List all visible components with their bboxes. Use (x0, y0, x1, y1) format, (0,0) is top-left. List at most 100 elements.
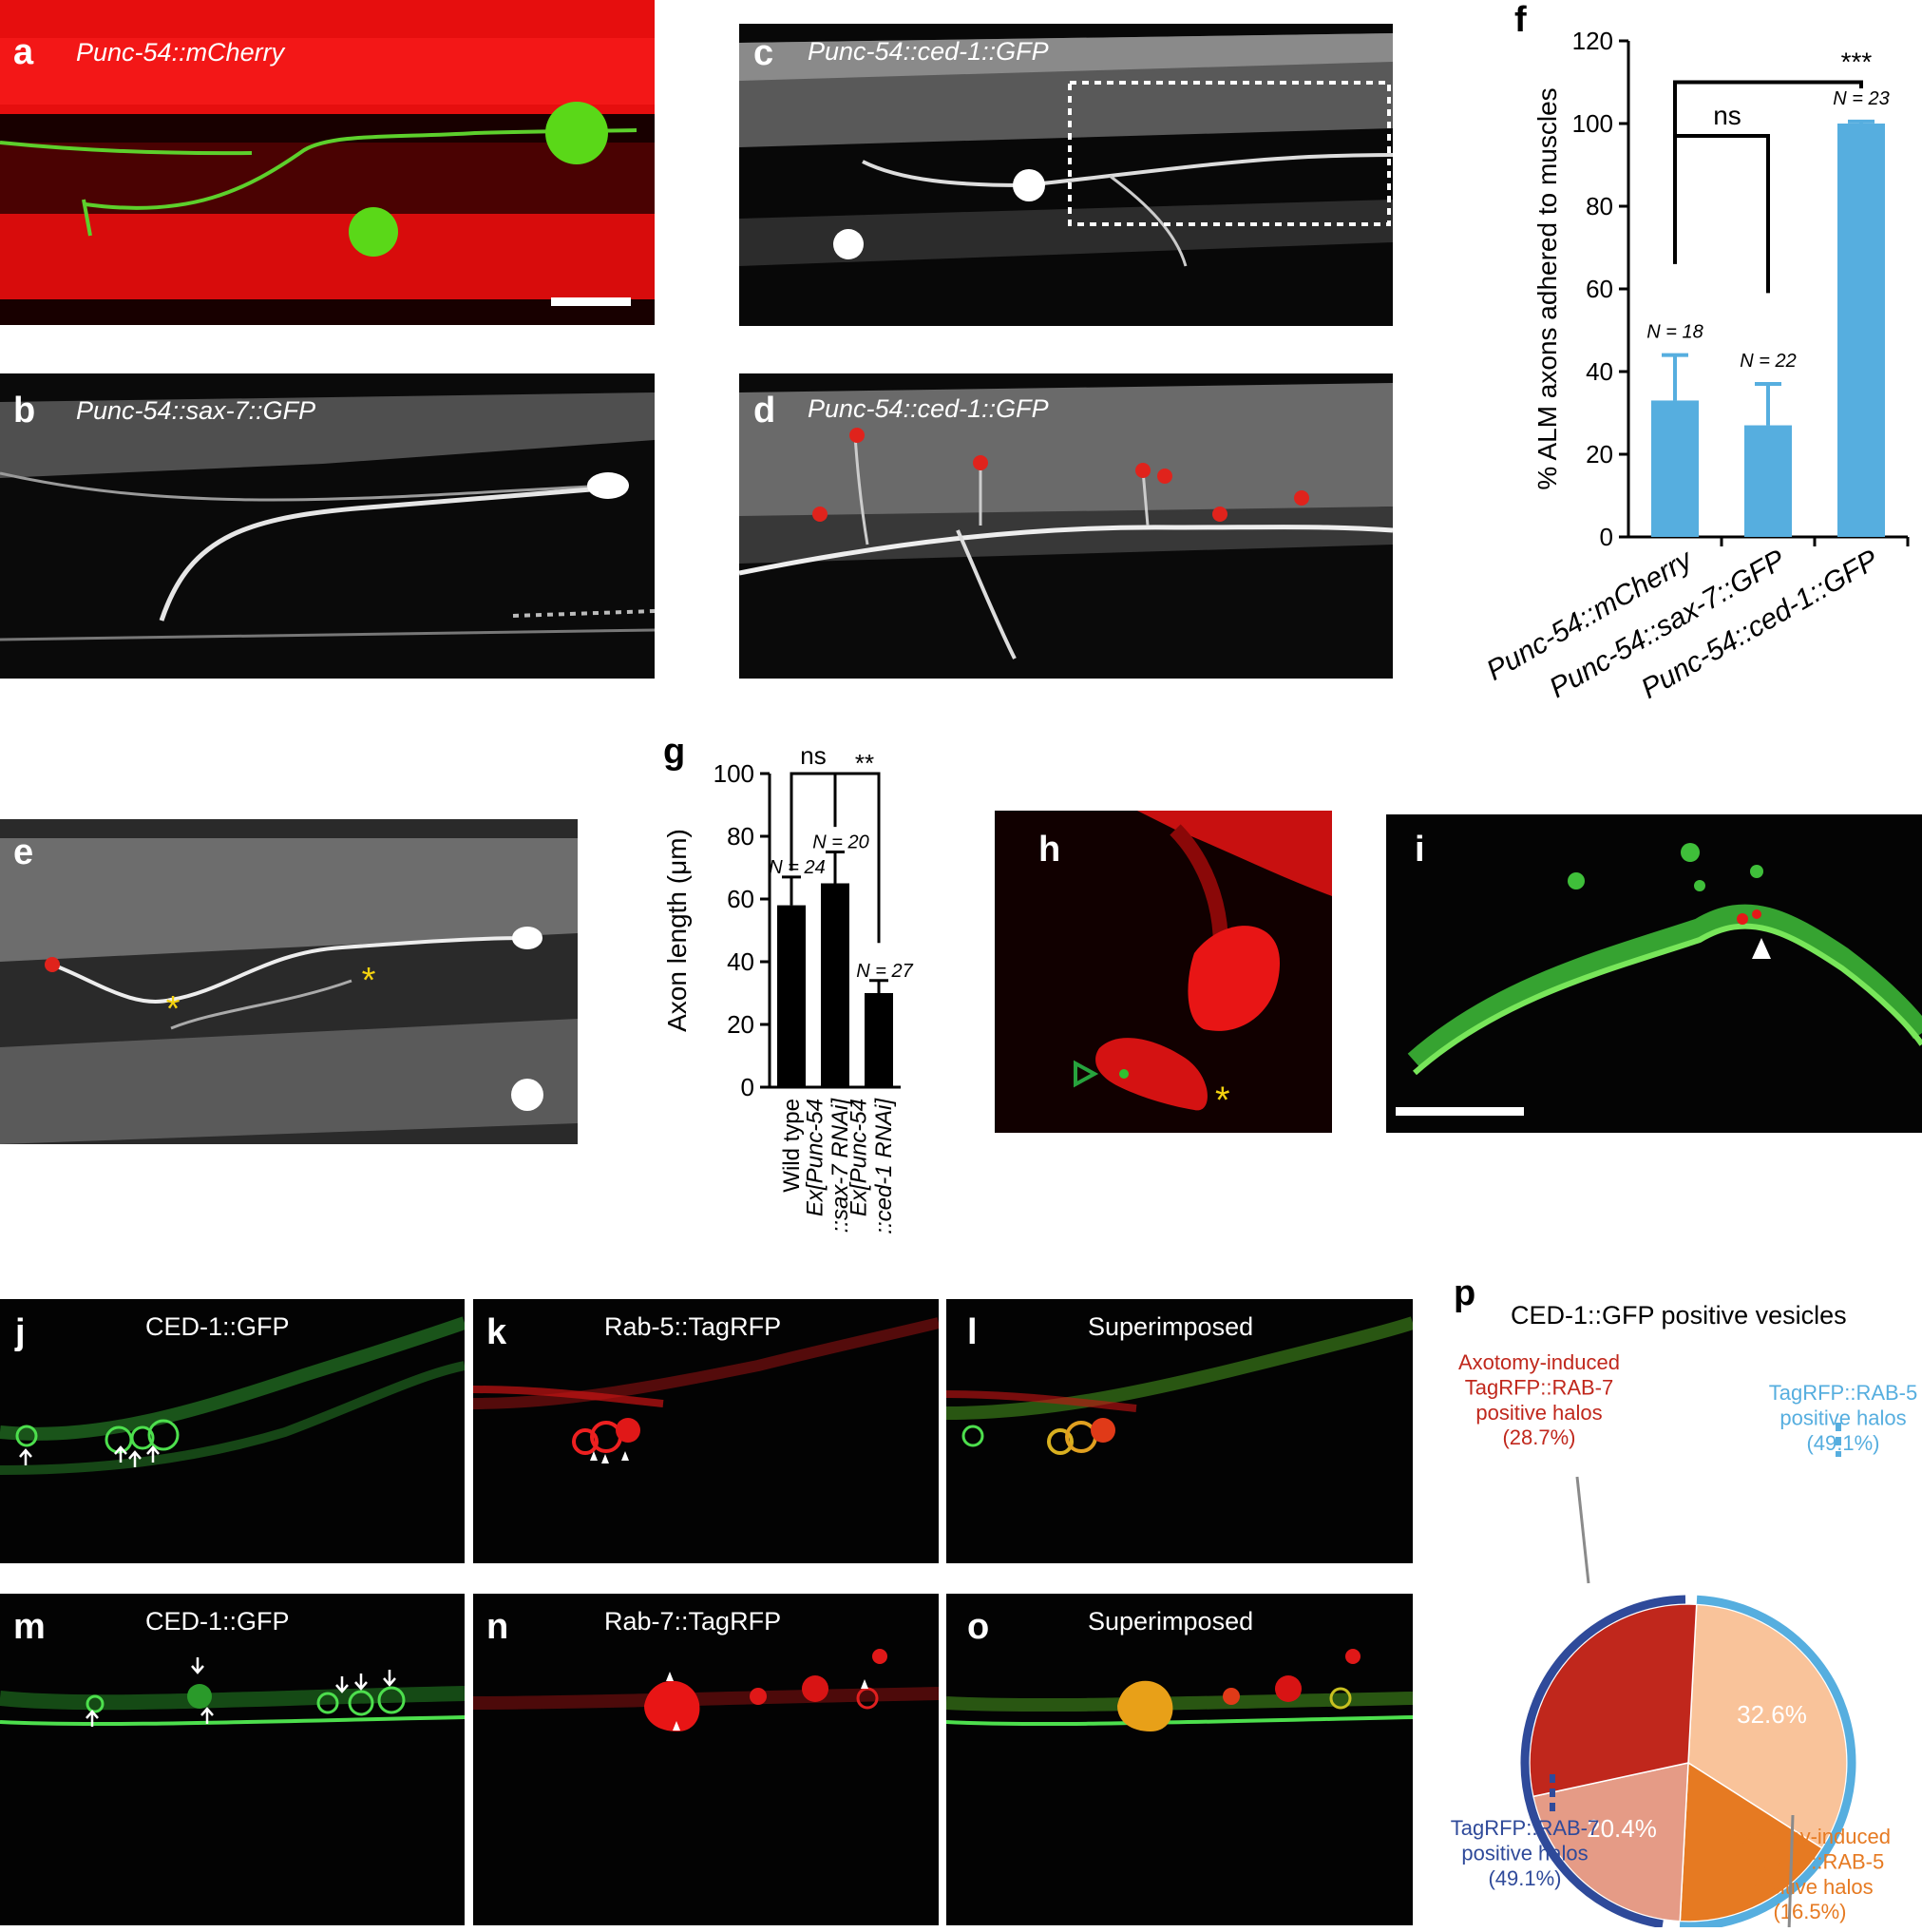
chart-f-bar (1744, 425, 1792, 537)
panel-n-label: n (486, 1607, 509, 1647)
panel-j-label: j (15, 1312, 26, 1352)
chart-g-plot: 0 20 40 60 80 100 Axon length (μm) N = 24 Wild t… (662, 741, 914, 1234)
chart-g-y-tick-label: 60 (727, 885, 754, 913)
chart-g-x-tick-label: Wild type (779, 1099, 805, 1193)
panel-k-micrograph (473, 1299, 939, 1563)
pie-slice (1687, 1603, 1848, 1849)
panel-d-marker (1157, 469, 1172, 484)
panel-m-title: CED-1::GFP (145, 1607, 290, 1636)
panel-o-micrograph (946, 1594, 1413, 1925)
panel-j-title: CED-1::GFP (145, 1312, 290, 1341)
panel-a-title: Punc-54::mCherry (76, 38, 285, 67)
chart-g-bracket-sig (791, 772, 881, 944)
chart-f-n-label: N = 23 (1833, 88, 1889, 109)
chart-f: f 0 20 40 60 80 100 120 % ALM axons adhered to … (1463, 0, 1922, 722)
pie-callout-rab7: TagRFP::RAB-7 positive halos (49.1%) (1451, 1816, 1600, 1890)
panel-l-title: Superimposed (1088, 1312, 1254, 1341)
panel-e-label: e (13, 832, 34, 872)
chart-g-x-tick-label: Ex[Punc-54::ced-1 RNAi] (846, 1098, 896, 1234)
chart-f-sig-stars: *** (1841, 48, 1873, 77)
panel-h-asterisk: * (1215, 1080, 1230, 1121)
pie-callout-axotomy-rab5: Axotomy-induced TagRFP::RAB-5 positive hal… (1729, 1825, 1891, 1923)
panel-e-micrograph: * * (0, 819, 578, 1144)
panel-n-micrograph (473, 1594, 939, 1925)
chart-g-n-label: N = 24 (769, 857, 825, 878)
chart-g-y-tick-label: 80 (727, 822, 754, 851)
chart-f-y-tick-label: 80 (1586, 192, 1613, 220)
panel-k-label: k (486, 1312, 507, 1352)
chart-g-n-label: N = 27 (856, 961, 913, 982)
panel-d-marker (1135, 463, 1151, 478)
panel-c-micrograph (739, 24, 1393, 326)
chart-g-y-tick-label: 0 (741, 1073, 754, 1101)
panel-e-marker (45, 957, 60, 972)
chart-g: g 0 20 40 60 80 100 Axon length (μm) N = 24 Wild… (656, 732, 969, 1254)
panel-a-image: a Punc-54::mCherry (0, 0, 655, 325)
panel-h-image: * h (995, 811, 1332, 1133)
panel-d-image: d Punc-54::ced-1::GFP (739, 373, 1393, 679)
chart-g-sig-ns: ns (800, 741, 826, 770)
pie-leader-line (1575, 1476, 1590, 1584)
panel-e-image: * * e (0, 819, 578, 1144)
panel-j-micrograph (0, 1299, 465, 1563)
panel-i-micrograph (1386, 814, 1922, 1133)
pie-slice (1532, 1762, 1689, 1922)
panel-c-label: c (753, 33, 774, 73)
chart-g-sig-stars: ** (855, 749, 874, 777)
chart-f-y-tick-label: 60 (1586, 275, 1613, 303)
panel-c-image: c Punc-54::ced-1::GFP (739, 24, 1393, 326)
panel-l-micrograph (946, 1299, 1413, 1563)
chart-f-bracket-sig (1673, 80, 1863, 137)
panel-d-title: Punc-54::ced-1::GFP (808, 394, 1049, 423)
chart-p-title: CED-1::GFP positive vesicles (1511, 1301, 1847, 1329)
panel-b-image: b Punc-54::sax-7::GFP (0, 373, 655, 679)
chart-f-bracket-ns (1673, 134, 1770, 294)
chart-p-plot: 32.6%20.4% Axotomy-induced TagRFP::RAB-7 po… (1451, 1350, 1917, 1932)
panel-m-image: m CED-1::GFP (0, 1594, 465, 1925)
panel-i-label: i (1415, 830, 1425, 870)
panel-d-micrograph (739, 373, 1393, 679)
panel-n-title: Rab-7::TagRFP (604, 1607, 782, 1636)
panel-a-micrograph (0, 0, 655, 325)
panel-d-marker (812, 507, 828, 522)
chart-g-y-tick-label: 40 (727, 947, 754, 976)
panel-n-image: n Rab-7::TagRFP (473, 1594, 939, 1925)
panel-c-title: Punc-54::ced-1::GFP (808, 37, 1049, 66)
pie-ring-rab7 (1520, 1595, 1686, 1929)
panel-o-label: o (967, 1607, 990, 1647)
chart-f-n-label: N = 22 (1740, 351, 1796, 372)
chart-p-label: p (1454, 1273, 1476, 1313)
panel-d-marker (849, 428, 865, 443)
panel-d-marker (1212, 507, 1227, 522)
panel-b-label: b (13, 391, 36, 430)
panel-o-image: o Superimposed (946, 1594, 1413, 1925)
panel-j-image: j CED-1::GFP (0, 1299, 465, 1563)
chart-f-n-label: N = 18 (1646, 322, 1703, 343)
chart-g-bar (865, 993, 893, 1087)
panel-m-micrograph (0, 1594, 465, 1925)
panel-e-asterisk: * (362, 961, 376, 1001)
panel-d-marker (973, 455, 988, 470)
chart-g-label: g (663, 732, 686, 772)
pie-slice (1679, 1761, 1823, 1922)
chart-g-y-tick-label: 20 (727, 1010, 754, 1039)
panel-h-label: h (1038, 830, 1061, 870)
chart-f-y-tick-label: 20 (1586, 440, 1613, 469)
chart-f-sig-ns: ns (1713, 101, 1741, 130)
chart-f-bar (1651, 400, 1699, 537)
chart-f-label: f (1514, 0, 1527, 40)
panel-e-asterisk: * (166, 989, 181, 1029)
pie-slice-label: 32.6% (1737, 1700, 1807, 1729)
panel-b-title: Punc-54::sax-7::GFP (76, 396, 316, 425)
chart-g-n-label: N = 20 (812, 832, 868, 853)
chart-g-x-tick-label: Ex[Punc-54::sax-7 RNAi] (802, 1098, 852, 1234)
chart-f-plot: 0 20 40 60 80 100 120 % ALM axons adhered to mu… (1481, 27, 1910, 705)
pie-callout-axotomy-rab7: Axotomy-induced TagRFP::RAB-7 positive hal… (1458, 1350, 1620, 1449)
chart-p: p CED-1::GFP positive vesicles 32.6% 20.4… (1425, 1273, 1922, 1932)
panel-k-title: Rab-5::TagRFP (604, 1312, 782, 1341)
chart-g-y-tick-label: 100 (714, 759, 754, 788)
panel-o-title: Superimposed (1088, 1607, 1254, 1636)
chart-f-y-axis-title: % ALM axons adhered to muscles (1532, 87, 1562, 489)
chart-g-y-axis-title: Axon length (μm) (662, 829, 692, 1032)
pie-leader-line (1787, 1814, 1795, 1932)
